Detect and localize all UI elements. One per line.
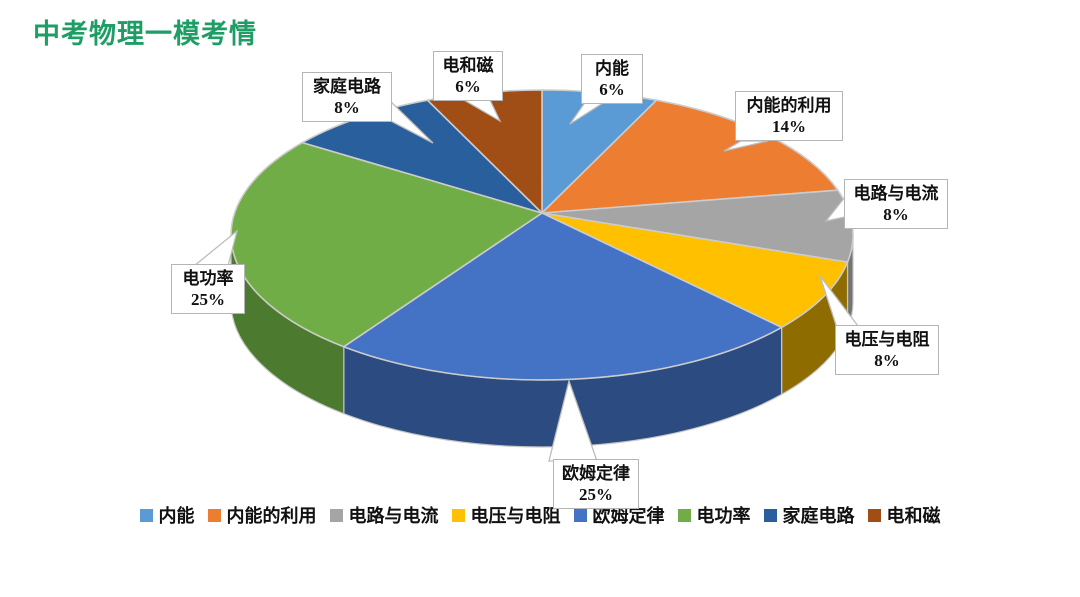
callout-percent: 25% <box>579 485 613 505</box>
leader-line-1 <box>723 140 769 152</box>
legend-item-1: 内能的利用 <box>207 502 317 528</box>
legend-item-3: 电压与电阻 <box>451 502 561 528</box>
callout-category: 内能 <box>595 59 629 78</box>
page-title: 中考物理一模考情 <box>33 19 257 49</box>
legend-swatch-icon <box>573 508 587 522</box>
callout-percent: 8% <box>874 351 900 371</box>
callout-percent: 14% <box>772 117 806 137</box>
chart-legend: 内能 内能的利用 电路与电流 电压与电阻 欧姆定律 电功率 家庭电路 电和磁 <box>0 502 1080 528</box>
callout-percent: 8% <box>883 205 909 225</box>
callout-percent: 25% <box>191 290 225 310</box>
legend-item-2: 电路与电流 <box>329 502 439 528</box>
callout-percent: 6% <box>599 80 625 100</box>
callout-label-2: 电路与电流 8% <box>844 179 948 229</box>
legend-label: 电功率 <box>696 506 751 526</box>
callout-label-3: 电压与电阻 8% <box>835 325 939 375</box>
legend-label: 内能 <box>158 506 195 526</box>
legend-item-7: 电和磁 <box>867 502 941 528</box>
legend-swatch-icon <box>139 508 153 522</box>
legend-item-6: 家庭电路 <box>763 502 855 528</box>
callout-label-1: 内能的利用 14% <box>735 91 843 141</box>
legend-item-4: 欧姆定律 <box>573 502 665 528</box>
callout-category: 电路与电流 <box>853 184 939 203</box>
pie-slice-4 <box>343 212 783 381</box>
callout-category: 电和磁 <box>442 56 494 75</box>
legend-label: 电和磁 <box>886 506 941 526</box>
legend-swatch-icon <box>763 508 777 522</box>
callout-category: 电压与电阻 <box>844 330 930 349</box>
legend-label: 电压与电阻 <box>470 506 561 526</box>
legend-item-5: 电功率 <box>677 502 751 528</box>
legend-swatch-icon <box>451 508 465 522</box>
callout-category: 内能的利用 <box>746 96 832 115</box>
legend-swatch-icon <box>329 508 343 522</box>
callout-category: 家庭电路 <box>313 77 381 96</box>
pie-slice-3 <box>541 212 849 329</box>
legend-item-0: 内能 <box>139 502 195 528</box>
callout-label-7: 电和磁 6% <box>433 51 503 101</box>
legend-swatch-icon <box>867 508 881 522</box>
callout-category: 欧姆定律 <box>562 464 630 483</box>
callout-label-6: 家庭电路 8% <box>302 72 392 122</box>
legend-label: 电路与电流 <box>348 506 439 526</box>
legend-label: 家庭电路 <box>782 506 855 526</box>
callout-label-0: 内能 6% <box>581 54 643 104</box>
callout-percent: 8% <box>334 98 360 118</box>
callout-label-4: 欧姆定律 25% <box>553 459 639 509</box>
legend-swatch-icon <box>677 508 691 522</box>
callout-percent: 6% <box>455 77 481 97</box>
legend-label: 内能的利用 <box>226 506 317 526</box>
callout-label-5: 电功率 25% <box>171 264 245 314</box>
legend-label: 欧姆定律 <box>592 506 665 526</box>
callout-category: 电功率 <box>182 269 234 288</box>
legend-swatch-icon <box>207 508 221 522</box>
